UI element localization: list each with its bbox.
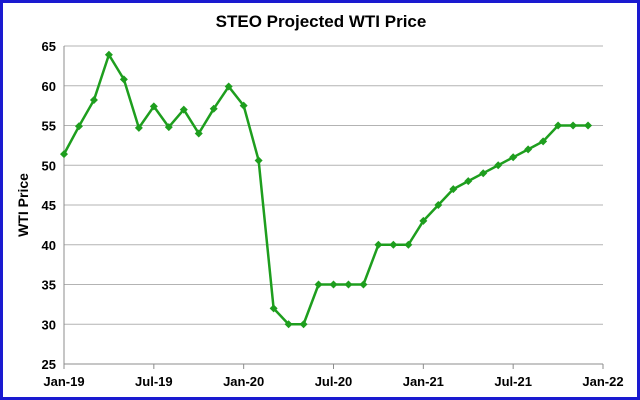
data-point <box>164 123 173 132</box>
data-point <box>194 129 203 138</box>
series-line <box>62 53 589 326</box>
y-tick-label: 25 <box>42 357 56 372</box>
data-point <box>404 240 413 249</box>
data-point <box>524 145 533 154</box>
data-point <box>539 137 548 146</box>
data-point <box>179 105 188 114</box>
data-point <box>299 320 308 329</box>
data-point <box>104 50 113 59</box>
y-tick-label: 65 <box>42 39 56 54</box>
y-tick-label: 40 <box>42 238 56 253</box>
y-tick-label: 60 <box>42 79 56 94</box>
data-point <box>434 201 443 209</box>
data-point <box>119 75 128 84</box>
x-tick-label: Jul-20 <box>315 374 353 389</box>
y-tick-label: 35 <box>42 278 56 293</box>
data-point <box>569 121 578 130</box>
data-point <box>209 104 218 113</box>
y-axis-label: WTI Price <box>15 173 31 237</box>
data-point <box>239 101 248 110</box>
y-tick-label: 30 <box>42 317 56 332</box>
data-point <box>284 320 293 329</box>
data-point <box>374 240 383 249</box>
x-tick-label: Jan-22 <box>582 374 623 389</box>
x-tick-label: Jan-20 <box>223 374 264 389</box>
x-tick-label: Jul-21 <box>494 374 532 389</box>
data-point <box>359 280 368 289</box>
data-point <box>419 216 428 225</box>
data-point <box>554 121 563 130</box>
data-point <box>389 240 398 249</box>
data-point <box>449 185 458 194</box>
data-point <box>584 121 593 130</box>
data-point <box>149 102 158 111</box>
x-tick-label: Jan-21 <box>403 374 444 389</box>
data-point <box>134 123 143 132</box>
y-tick-label: 55 <box>42 119 56 134</box>
data-point <box>269 304 278 313</box>
data-point <box>329 280 338 289</box>
x-tick-label: Jul-19 <box>135 374 173 389</box>
data-point <box>60 150 68 159</box>
data-point <box>494 161 503 170</box>
data-point <box>224 82 233 91</box>
data-point <box>464 177 473 186</box>
data-point <box>89 96 98 105</box>
data-point <box>314 280 323 289</box>
x-tick-label: Jan-19 <box>43 374 84 389</box>
data-point <box>509 153 518 162</box>
y-tick-label: 50 <box>42 158 56 173</box>
data-point <box>344 280 353 289</box>
chart-title: STEO Projected WTI Price <box>216 12 427 31</box>
data-point <box>254 156 263 165</box>
plot-area: 25 30 35 40 45 50 55 60 65 Jan-19 Jul-19 Jan-20 Jul-… <box>42 39 624 389</box>
data-point <box>74 122 83 131</box>
y-tick-label: 45 <box>42 198 56 213</box>
data-point <box>479 169 488 178</box>
